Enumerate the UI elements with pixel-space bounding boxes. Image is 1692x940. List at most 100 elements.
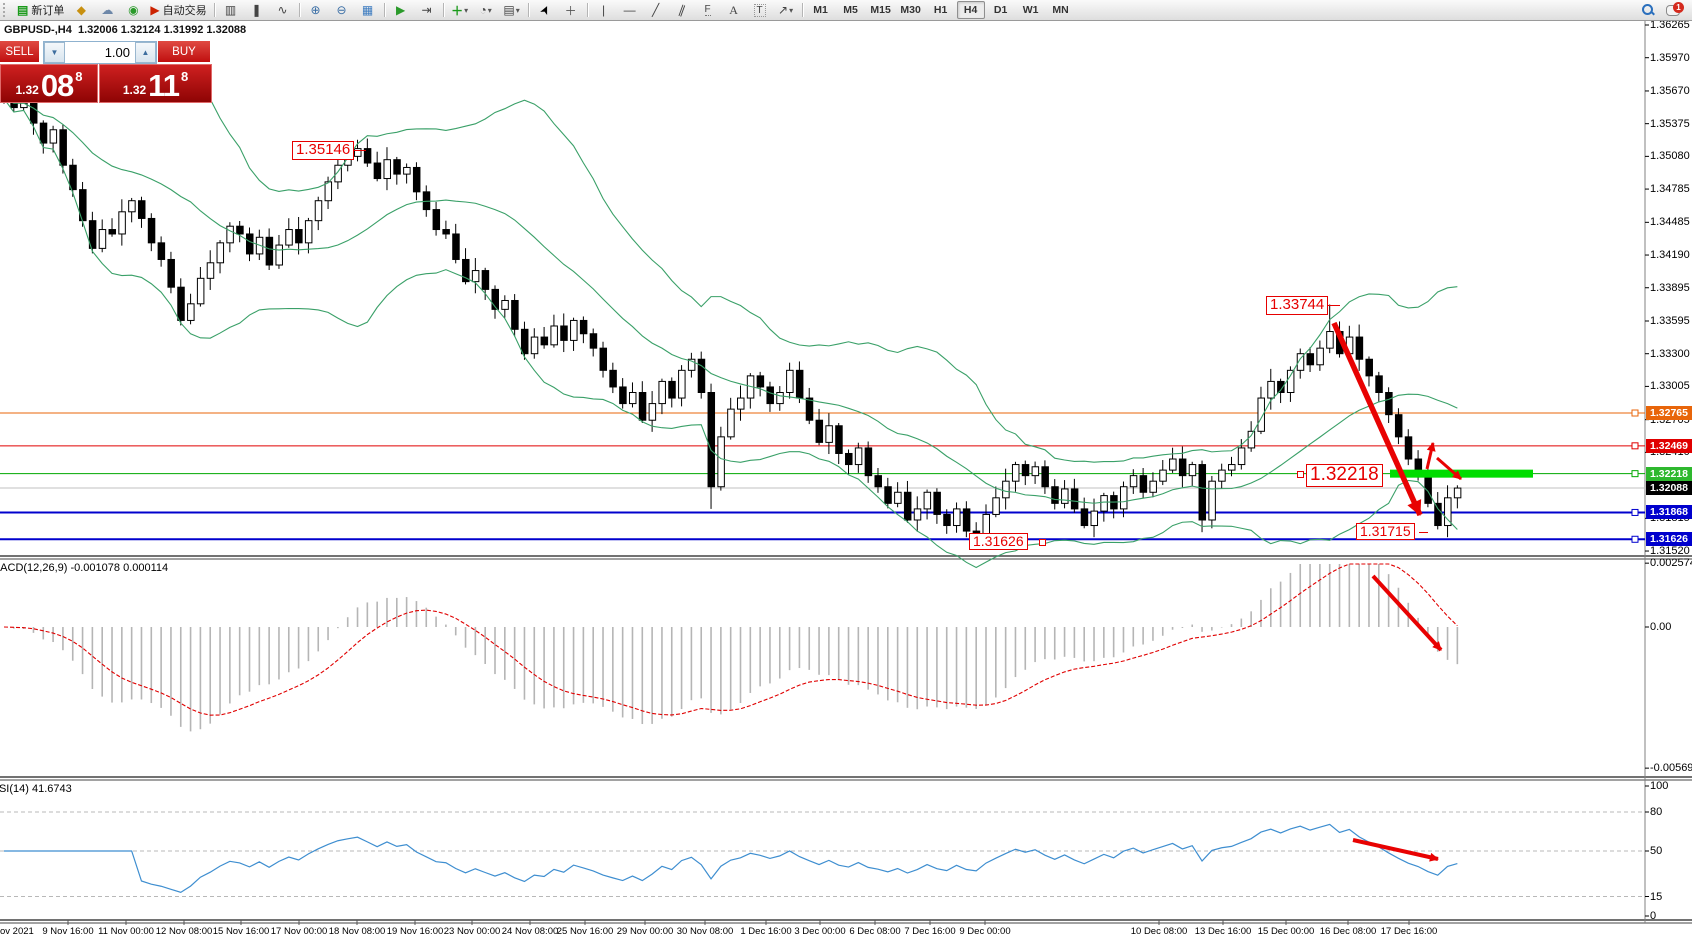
price-axis-tick: 1.34485 [1650,216,1690,229]
buy-price-prefix: 1.32 [122,83,147,97]
price-axis-tick: 1.33895 [1650,281,1690,294]
profile-button[interactable]: ◆ [69,1,93,19]
buy-button[interactable]: BUY [158,41,210,62]
crosshair-button[interactable]: ＋ [559,1,583,19]
indicators-button[interactable]: ＋ ▾ [448,1,472,19]
timeframe-m15[interactable]: M15 [870,4,891,16]
time-axis-label: 17 Nov 00:00 [270,926,328,937]
time-axis-label: 16 Dec 08:00 [1319,926,1377,937]
trendline-icon: ╱ [651,3,660,17]
toolbar: ▤ 新订单 ◆ ☁ ◉ ▶ 自动交易 ▥ ❚ ∿ ⊕ ⊖ ▦ ▶ ⇥ ＋ ▾ ◔ ▾… [0,0,1692,21]
text-label-button[interactable]: T [748,1,772,19]
autoscroll-button[interactable]: ▶ [389,1,413,19]
time-axis-label: 29 Nov 00:00 [616,926,674,937]
price-callout-nov-low[interactable]: 1.31626 [969,533,1028,551]
timeframe-m1[interactable]: M1 [813,4,828,16]
search-button[interactable] [1636,1,1660,19]
indicators-add-icon: ＋ [451,3,464,18]
time-axis-label: 7 Dec 16:00 [904,926,956,937]
price-callout-nov-high[interactable]: 1.35146 [292,141,355,160]
price-axis-tick: 1.36265 [1650,19,1690,31]
channel-icon: ∥ [676,2,687,18]
price-axis-tick: 1.35375 [1650,117,1690,130]
callout-connector [1419,532,1428,533]
zoom-in-button[interactable]: ⊕ [304,1,328,19]
chart-shift-button[interactable]: ⇥ [415,1,439,19]
sell-price-prefix: 1.32 [15,83,39,97]
timeframe-m30[interactable]: M30 [900,4,921,16]
price-axis-tick: 1.31520 [1650,545,1690,558]
candlestick-chart-icon: ❚ [251,3,262,17]
price-axis-tick: 1.33005 [1650,380,1690,393]
timeframe-m5[interactable]: M5 [843,4,858,16]
timeframe-mn[interactable]: MN [1052,4,1069,16]
fibonacci-button[interactable]: F [696,1,720,19]
timeframe-d1[interactable]: D1 [993,4,1008,16]
rsi-axis-tick: 0 [1650,910,1657,922]
cursor-button[interactable]: ➤ [533,1,557,19]
autotrade-button[interactable]: ▶ 自动交易 [147,1,209,19]
toolbar-separator [213,3,215,17]
signal-button[interactable]: ◉ [121,1,145,19]
time-axis-label: 9 Nov 16:00 [42,926,94,937]
periods-button[interactable]: ◔ ▾ [474,1,498,19]
text-button[interactable]: A [722,1,746,19]
dropdown-caret-icon: ▾ [487,5,492,15]
volume-decrease-button[interactable]: ▼ [44,42,65,63]
new-order-label: 新订单 [31,5,65,17]
candlestick-chart-button[interactable]: ❚ [245,1,269,19]
notifications-button[interactable]: 1 [1662,1,1686,19]
dropdown-caret-icon: ▾ [789,5,794,15]
sell-price-panel[interactable]: 1.32 08 8 [0,64,98,103]
price-tag-1.32218: 1.32218 [1646,466,1692,481]
zoom-out-button[interactable]: ⊖ [330,1,354,19]
macd-indicator-label: MACD(12,26,9) -0.001078 0.000114 [0,562,169,574]
toolbar-grip[interactable] [3,3,10,17]
price-callout-dec-low[interactable]: 1.31715 [1356,523,1415,541]
chat-bubble-icon: 1 [1666,1,1684,17]
timeframe-w1[interactable]: W1 [1022,4,1039,16]
time-axis-label: 30 Nov 08:00 [676,926,734,937]
volume-increase-button[interactable]: ▲ [135,42,156,63]
channel-button[interactable]: ∥ [670,1,694,19]
arrows-button[interactable]: ↗ ▾ [774,1,798,19]
autotrade-icon: ▶ [150,3,160,17]
price-callout-dec-high[interactable]: 1.33744 [1266,296,1329,315]
sell-button[interactable]: SELL [0,41,39,62]
notification-badge: 1 [1673,1,1684,13]
signal-icon: ◉ [128,3,139,17]
vertical-line-button[interactable]: | [592,1,616,19]
buy-price-panel[interactable]: 1.32 11 8 [99,64,212,103]
trendline-button[interactable]: ╱ [644,1,668,19]
time-axis-label: 3 Dec 00:00 [794,926,846,937]
data-window-button[interactable]: ☁ [95,1,119,19]
time-axis-label: 1 Dec 16:00 [740,926,792,937]
volume-input[interactable] [65,42,135,63]
line-chart-button[interactable]: ∿ [271,1,295,19]
autoscroll-icon: ▶ [395,3,406,17]
timeframe-h4[interactable]: H4 [956,1,985,19]
new-order-button[interactable]: ▤ 新订单 [14,1,67,19]
templates-button[interactable]: ▤ ▾ [500,1,524,19]
price-tag-1.32469: 1.32469 [1646,438,1692,453]
bars-chart-button[interactable]: ▥ [219,1,243,19]
sell-price-big: 08 [40,68,74,103]
time-axis-label: 12 Nov 08:00 [155,926,213,937]
dropdown-caret-icon: ▾ [464,5,469,15]
search-icon [1642,4,1655,16]
profile-icon: ◆ [76,3,86,17]
toolbar-separator [298,3,300,17]
timeframe-h1[interactable]: H1 [933,4,948,16]
time-axis-label: 6 Dec 08:00 [849,926,901,937]
cloud-icon: ☁ [101,3,114,17]
price-callout-entry-level[interactable]: 1.32218 [1306,464,1383,487]
volume-spinner: ▼ ▲ [43,41,157,64]
new-order-icon: ▤ [17,3,29,17]
horizontal-line-button[interactable]: — [618,1,642,19]
price-axis-tick: 1.34785 [1650,183,1690,196]
macd-axis-tick: 0.002574 [1650,557,1692,570]
tile-windows-button[interactable]: ▦ [356,1,380,19]
